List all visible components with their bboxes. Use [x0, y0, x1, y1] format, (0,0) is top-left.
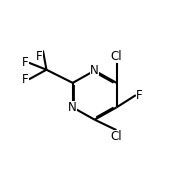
Text: Cl: Cl: [111, 50, 122, 63]
Text: F: F: [136, 89, 142, 102]
Text: N: N: [90, 64, 99, 77]
Text: Cl: Cl: [111, 130, 122, 143]
Text: F: F: [36, 50, 43, 63]
Text: F: F: [22, 56, 29, 69]
Text: N: N: [68, 101, 77, 114]
Text: F: F: [22, 73, 29, 86]
